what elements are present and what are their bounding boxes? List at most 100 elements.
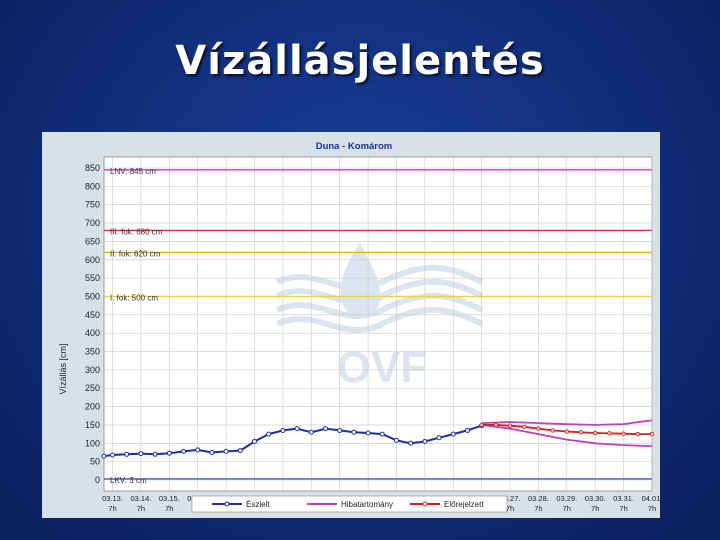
reference-line-label: I. fok: 500 cm <box>110 293 158 302</box>
error-band-line <box>481 424 653 448</box>
observed-point <box>422 438 428 444</box>
observed-point <box>337 427 343 433</box>
slide-title: Vízállásjelentés <box>175 38 545 84</box>
x-tick-label: 04.01. <box>642 494 660 503</box>
forecast-point <box>536 426 541 431</box>
forecast-point <box>649 431 655 437</box>
y-tick-label: 150 <box>85 420 100 430</box>
x-tick-sublabel: 7h <box>591 504 599 513</box>
error-band-line <box>481 419 653 426</box>
y-axis-label: Vízállás [cm] <box>58 343 68 394</box>
y-tick-label: 200 <box>85 402 100 412</box>
observed-point <box>379 431 385 437</box>
observed-point <box>450 431 456 437</box>
chart-title: Duna - Komárom <box>316 141 393 152</box>
chart-panel: Duna - Komárom OVF 0 50 100 150 200 250 300 350 4… <box>42 132 660 518</box>
x-tick-sublabel: 7h <box>165 504 173 513</box>
x-tick-sublabel: 7h <box>619 504 627 513</box>
observed-point <box>237 448 243 454</box>
watermark-wave-icon <box>275 306 484 333</box>
reference-line-label: LNV: 845 cm <box>110 167 156 176</box>
x-tick-sublabel: 7h <box>108 504 116 513</box>
observed-line <box>103 424 482 458</box>
y-tick-label: 350 <box>85 347 100 357</box>
forecast-point <box>635 431 641 437</box>
x-tick-label: 03.29. <box>556 494 577 503</box>
legend-label: Hibatartomány <box>341 500 393 509</box>
observed-point <box>195 447 201 453</box>
x-tick-sublabel: 7h <box>506 504 514 513</box>
forecast-point <box>479 422 484 428</box>
forecast-point <box>507 423 513 428</box>
x-tick-label: 03.31. <box>613 494 634 503</box>
y-tick-label: 250 <box>85 383 100 393</box>
observed-point <box>101 453 107 459</box>
y-tick-label: 450 <box>85 310 100 320</box>
y-tick-label: 750 <box>85 200 100 210</box>
observed-point <box>294 426 300 432</box>
forecast-point <box>607 431 612 436</box>
reference-line-label: III. fok: 680 cm <box>110 227 163 236</box>
legend: Észlelt Hibatartomány Előrejelzett <box>191 495 508 513</box>
legend-marker <box>224 501 230 507</box>
plot-area <box>103 156 653 492</box>
observed-point <box>209 449 215 455</box>
observed-point <box>110 452 116 458</box>
y-tick-label: 300 <box>85 365 100 375</box>
x-tick-sublabel: 7h <box>563 504 571 513</box>
watermark-drop-icon <box>340 242 381 318</box>
observed-point <box>393 437 399 443</box>
observed-point <box>351 429 357 435</box>
forecast-point <box>493 422 499 428</box>
x-tick-label: 03.27. <box>500 494 521 503</box>
legend-box <box>191 495 508 513</box>
y-tick-label: 800 <box>85 181 100 191</box>
observed-point <box>152 451 158 457</box>
observed-point <box>181 448 187 454</box>
y-tick-label: 700 <box>85 218 100 228</box>
y-tick-label: 400 <box>85 328 100 338</box>
forecast-point <box>550 428 555 433</box>
observed-point <box>322 426 328 432</box>
watermark-wave-icon <box>275 292 484 319</box>
x-tick-sublabel: 7h <box>137 504 145 513</box>
x-tick-sublabel: 7h <box>648 504 656 513</box>
x-tick-label: 03.30. <box>585 494 606 503</box>
watermark-text: OVF <box>337 343 427 392</box>
observed-point <box>251 438 257 444</box>
forecast-point <box>578 430 584 435</box>
observed-point <box>365 430 371 436</box>
observed-point <box>223 448 229 454</box>
forecast-point <box>593 430 598 436</box>
observed-point <box>308 429 314 435</box>
x-tick-label: 03.14. <box>130 494 151 503</box>
hydrograph-chart: Duna - Komárom OVF 0 50 100 150 200 250 300 350 4… <box>42 132 660 518</box>
forecast-point <box>621 431 626 436</box>
legend-label: Előrejelzett <box>444 500 484 509</box>
reference-line-label: LKV: 3 cm <box>110 476 147 485</box>
reference-line-label: II. fok: 620 cm <box>110 249 161 258</box>
y-tick-label: 100 <box>85 438 100 448</box>
x-tick-label: 03.15. <box>159 494 180 503</box>
forecast-point <box>564 429 570 434</box>
y-tick-label: 50 <box>90 457 100 467</box>
observed-point <box>138 451 144 457</box>
y-tick-label: 550 <box>85 273 100 283</box>
x-tick-label: 03.13. <box>102 494 123 503</box>
observed-point <box>166 450 172 456</box>
observed-point <box>266 431 272 437</box>
y-tick-label: 600 <box>85 255 100 265</box>
observed-point <box>280 427 286 433</box>
y-tick-label: 650 <box>85 236 100 246</box>
x-tick-sublabel: 7h <box>534 504 542 513</box>
y-tick-label: 500 <box>85 291 100 301</box>
y-tick-label: 0 <box>95 475 100 485</box>
forecast-point <box>522 424 527 429</box>
legend-marker <box>422 501 428 507</box>
legend-label: Észlelt <box>246 500 270 509</box>
observed-point <box>124 451 130 457</box>
observed-point <box>436 435 442 441</box>
observed-point <box>408 440 414 446</box>
y-tick-label: 850 <box>85 163 100 173</box>
observed-point <box>464 427 470 433</box>
